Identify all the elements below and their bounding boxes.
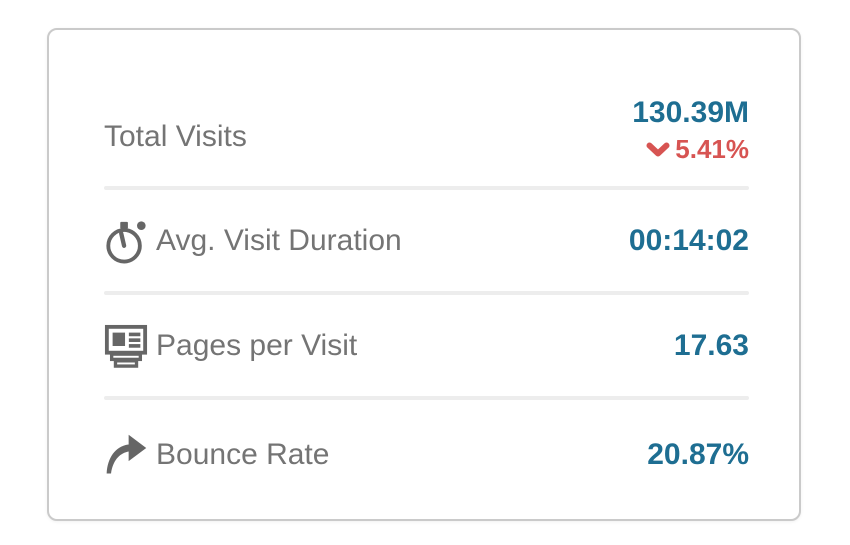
metric-label-avg-visit-duration: Avg. Visit Duration bbox=[156, 224, 402, 257]
chevron-down-icon bbox=[646, 142, 670, 157]
divider bbox=[104, 186, 749, 190]
metric-value-block: 130.39M 5.41% bbox=[632, 96, 749, 164]
metric-value-bounce-rate: 20.87% bbox=[647, 438, 749, 471]
metric-row-total-visits: Total Visits 130.39M 5.41% bbox=[49, 30, 799, 186]
metrics-card: Total Visits 130.39M 5.41% bbox=[47, 28, 801, 521]
metric-change-value: 5.41% bbox=[675, 134, 749, 165]
metric-label-pages-per-visit: Pages per Visit bbox=[156, 329, 358, 362]
metric-value-avg-visit-duration: 00:14:02 bbox=[628, 224, 749, 257]
metric-row-avg-visit-duration: Avg. Visit Duration 00:14:02 bbox=[49, 190, 799, 291]
metric-row-bounce-rate: Bounce Rate 20.87% bbox=[49, 400, 799, 519]
metric-label-bounce-rate: Bounce Rate bbox=[156, 438, 330, 471]
metric-value-pages-per-visit: 17.63 bbox=[673, 329, 749, 362]
metric-value-total-visits: 130.39M bbox=[632, 96, 749, 130]
metric-label-total-visits: Total Visits bbox=[104, 119, 247, 153]
pages-icon bbox=[104, 320, 148, 372]
stopwatch-icon bbox=[104, 215, 148, 267]
metric-row-pages-per-visit: Pages per Visit 17.63 bbox=[49, 295, 799, 396]
divider bbox=[104, 396, 749, 400]
metric-change: 5.41% bbox=[646, 135, 749, 164]
bounce-arrow-icon bbox=[104, 429, 148, 481]
divider bbox=[104, 291, 749, 295]
